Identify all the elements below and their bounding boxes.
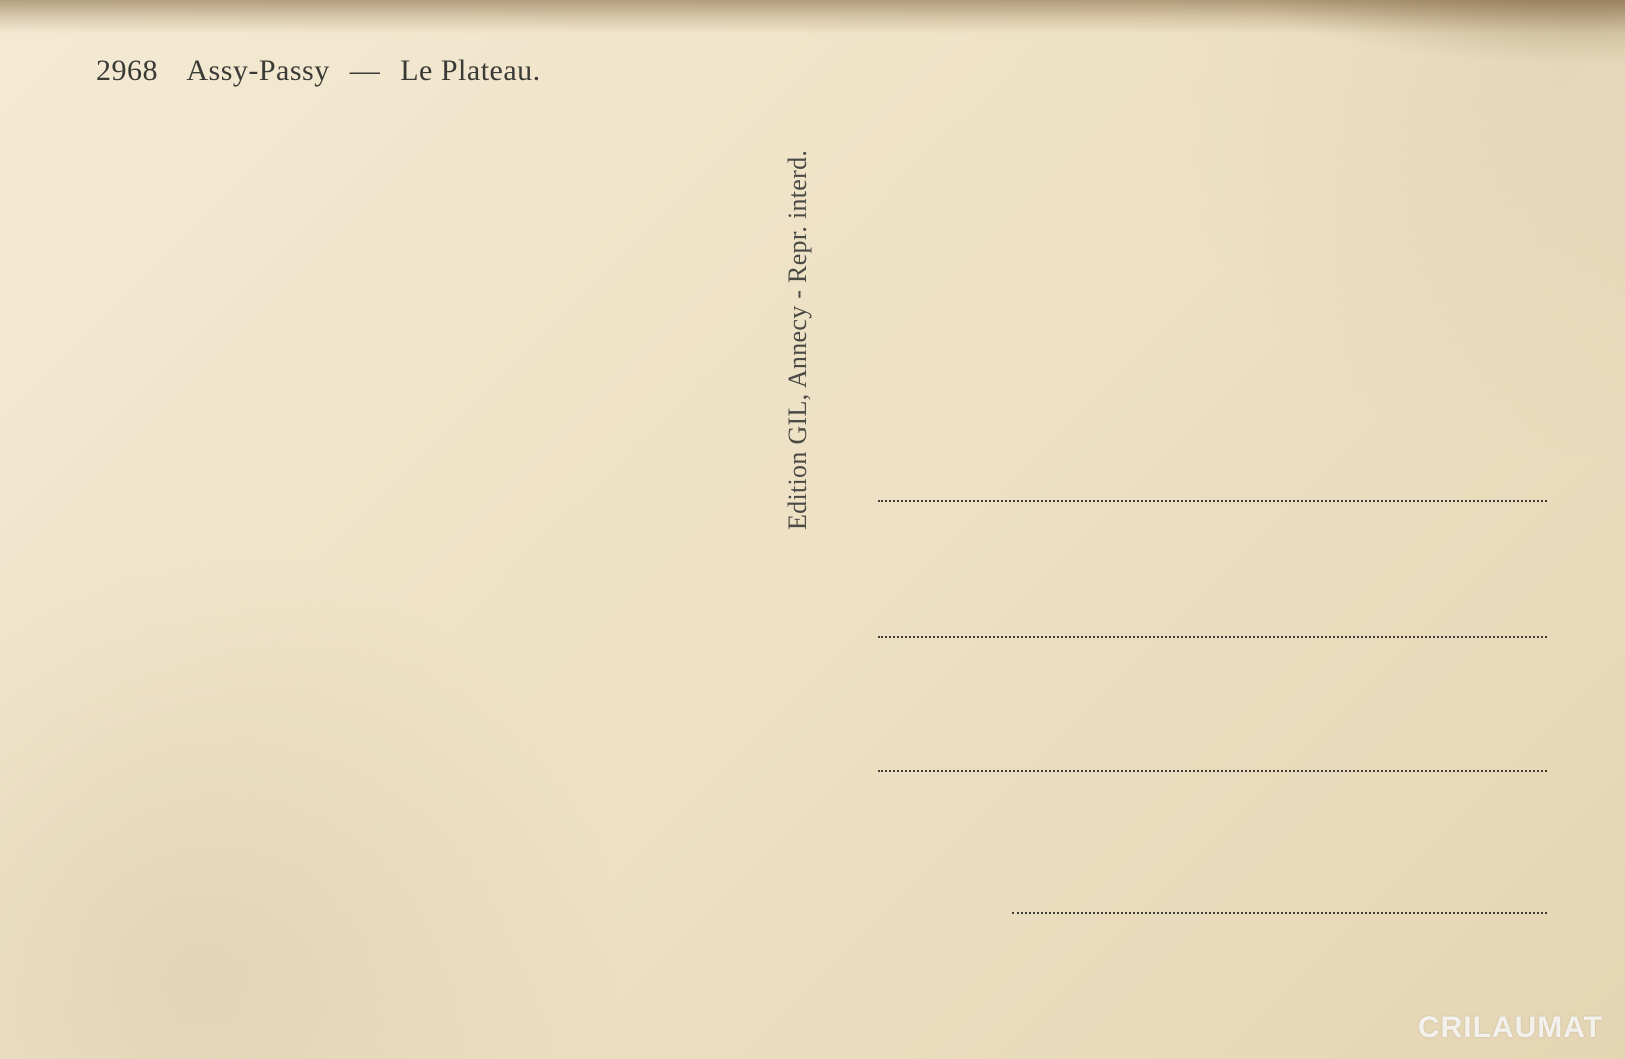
subject-title: Le Plateau. xyxy=(400,54,540,87)
caption-line: 2968 Assy-Passy — Le Plateau. xyxy=(96,54,541,88)
aged-corner-top-right xyxy=(1205,0,1625,70)
caption-separator: — xyxy=(350,54,381,87)
address-rule-2 xyxy=(878,636,1547,638)
place-name: Assy-Passy xyxy=(186,54,329,87)
address-rule-4 xyxy=(1012,912,1547,914)
card-number: 2968 xyxy=(96,54,158,87)
postcard-back: 2968 Assy-Passy — Le Plateau. Edition GI… xyxy=(0,0,1625,1059)
publisher-imprint: Edition GIL, Annecy - Repr. interd. xyxy=(783,149,813,529)
address-rule-3 xyxy=(878,770,1547,772)
watermark-text: CRILAUMAT xyxy=(1418,1011,1603,1045)
address-rule-1 xyxy=(878,500,1547,502)
